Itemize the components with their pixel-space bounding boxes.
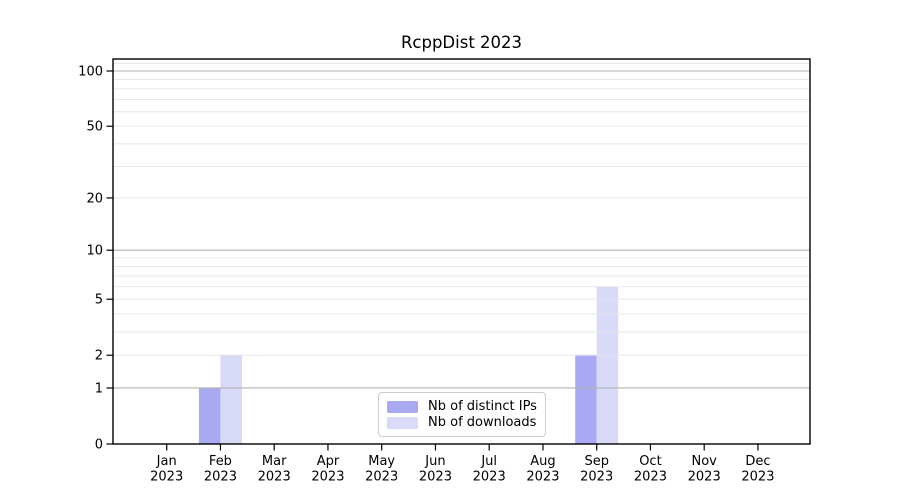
y-tick-label: 0 xyxy=(95,438,103,453)
y-tick-label: 100 xyxy=(78,65,103,80)
x-tick-label-jun: Jun 2023 xyxy=(419,454,452,485)
plot-box xyxy=(112,58,811,445)
bar-distinct-ips-sep xyxy=(575,355,597,444)
x-tick-label-mar: Mar 2023 xyxy=(258,454,291,485)
x-tick-label-jul: Jul 2023 xyxy=(473,454,506,485)
chart-title: RcppDist 2023 xyxy=(400,33,523,52)
bar-downloads-feb xyxy=(220,355,242,444)
legend: Nb of distinct IPs Nb of downloads xyxy=(378,392,546,437)
y-tick-label: 50 xyxy=(86,120,103,135)
y-tick-label: 2 xyxy=(95,349,103,364)
x-tick-label-oct: Oct 2023 xyxy=(634,454,667,485)
x-tick-label-apr: Apr 2023 xyxy=(311,454,344,485)
y-tick-label: 1 xyxy=(95,381,103,396)
bar-downloads-sep xyxy=(596,286,619,444)
y-tick-label: 10 xyxy=(86,244,103,259)
legend-item-distinct-ips: Nb of distinct IPs xyxy=(387,399,537,414)
legend-swatch-distinct-ips xyxy=(387,400,418,413)
legend-item-downloads: Nb of downloads xyxy=(387,415,536,430)
legend-label-downloads: Nb of downloads xyxy=(428,415,537,430)
x-tick-label-nov: Nov 2023 xyxy=(688,454,721,485)
x-tick-label-sep: Sep 2023 xyxy=(580,454,613,485)
x-tick-label-feb: Feb 2023 xyxy=(204,454,237,485)
y-tick-label: 5 xyxy=(95,293,103,308)
x-tick-label-dec: Dec 2023 xyxy=(741,454,774,485)
legend-swatch-downloads xyxy=(387,416,418,429)
legend-label-distinct-ips: Nb of distinct IPs xyxy=(428,399,537,414)
x-tick-label-aug: Aug 2023 xyxy=(526,454,559,485)
x-tick-label-jan: Jan 2023 xyxy=(150,454,183,485)
bar-distinct-ips-feb xyxy=(198,387,221,444)
y-tick-label: 20 xyxy=(86,191,103,206)
x-tick-label-may: May 2023 xyxy=(365,454,398,485)
